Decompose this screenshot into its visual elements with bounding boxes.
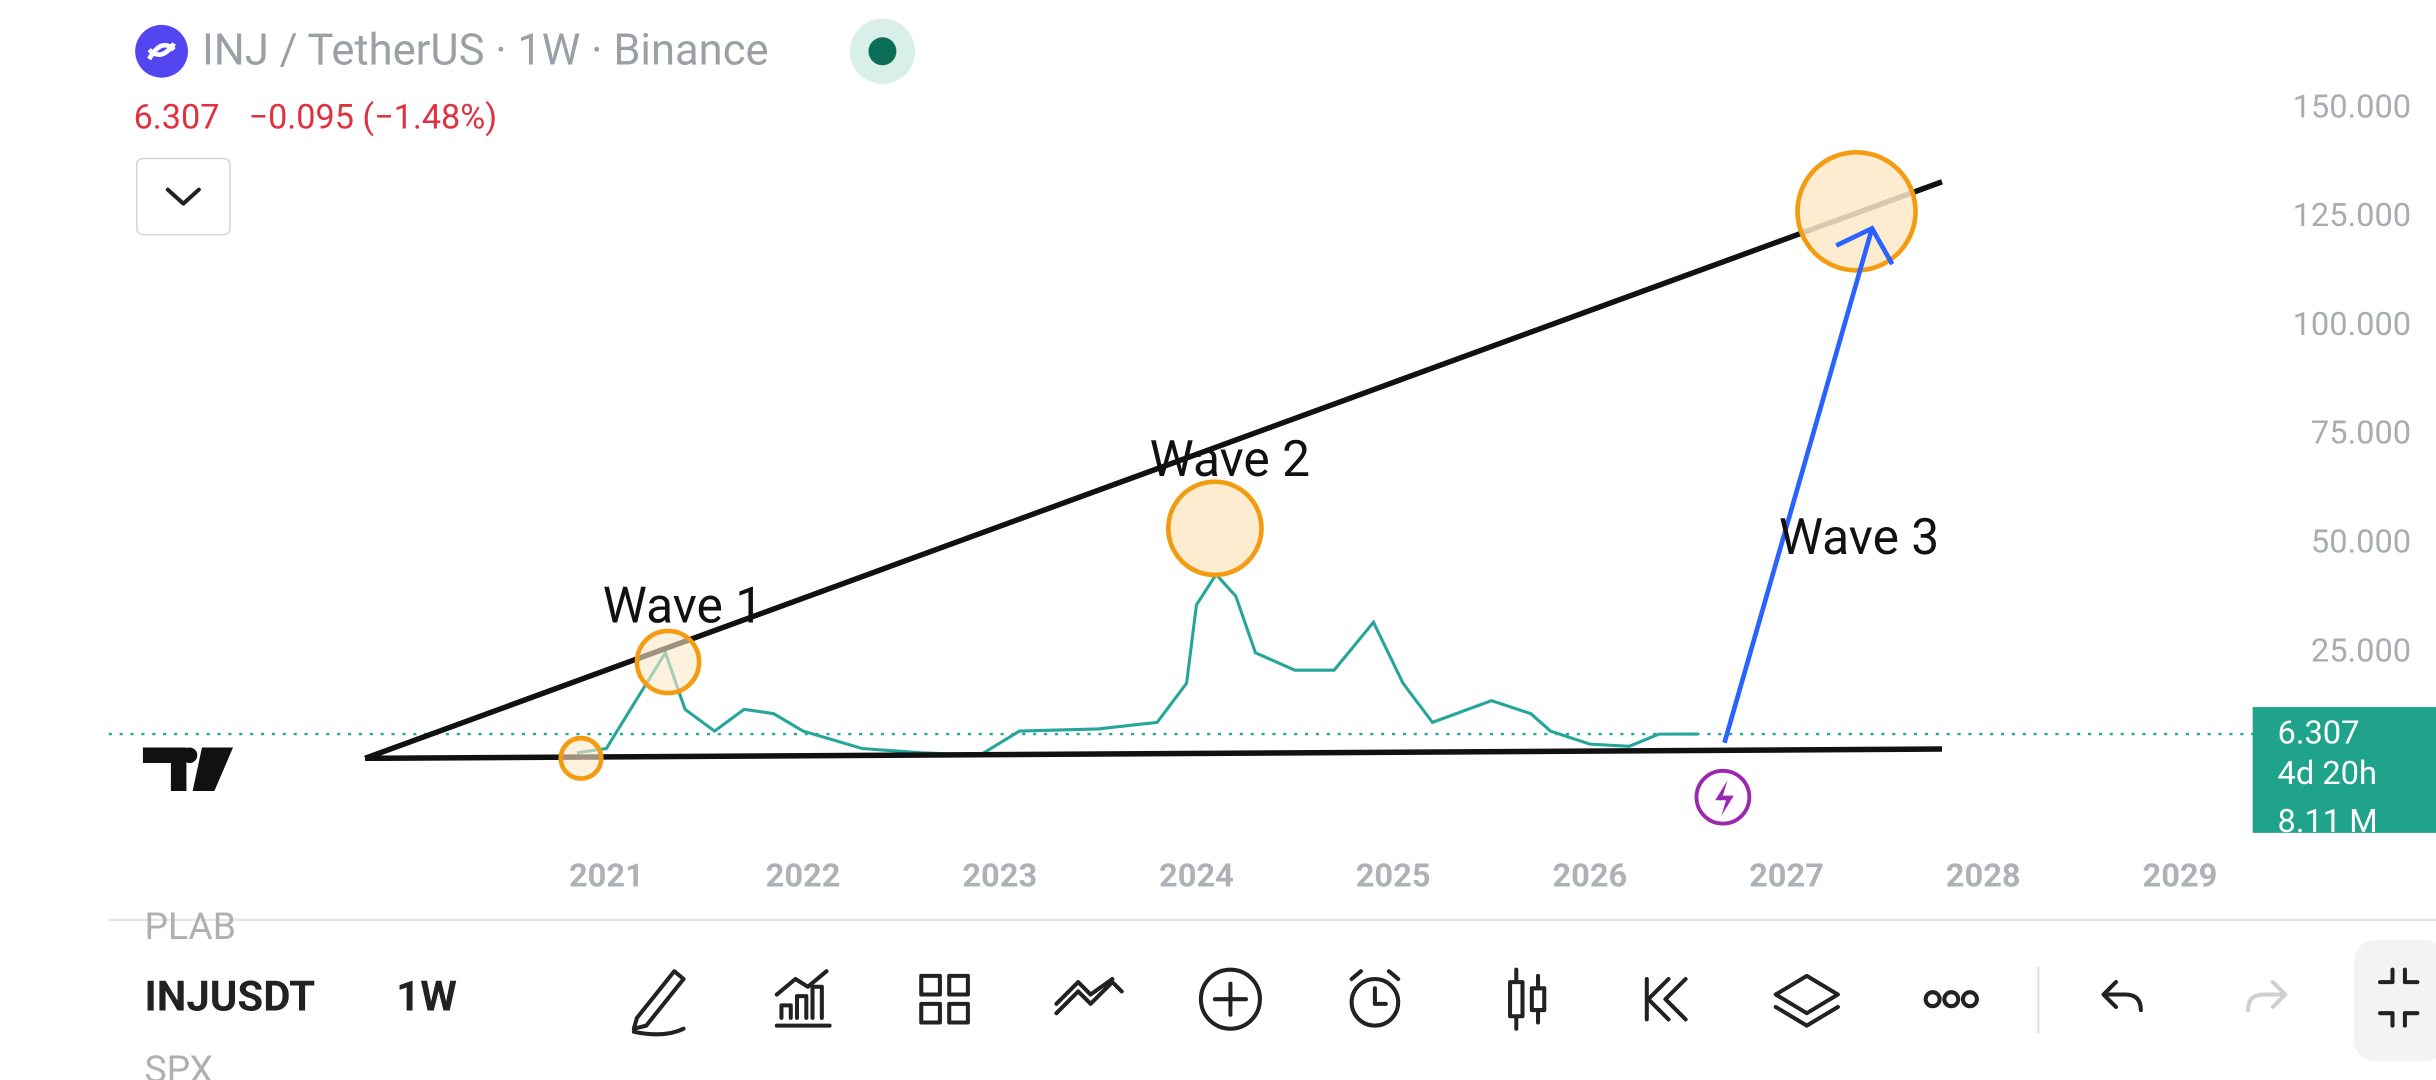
plot-area: 25.000 50.000 75.000 100.000 125.000 150.000 2… — [108, 87, 2412, 895]
y-tick-label: 100.000 — [2293, 305, 2412, 343]
more-dot[interactable] — [1923, 990, 1942, 1009]
price-line — [576, 571, 1699, 757]
more-dot — [1942, 990, 1961, 1009]
y-tick-label: 25.000 — [2311, 631, 2411, 669]
y-tick-label: 150.000 — [2293, 87, 2412, 125]
wave-label[interactable]: Wave 3 — [1779, 509, 1939, 567]
support-trendline[interactable] — [365, 746, 1942, 762]
wave-label[interactable]: Wave 2 — [1150, 431, 1310, 489]
x-tick-label: 2025 — [1356, 857, 1431, 895]
toolbar-icons — [631, 940, 2436, 1062]
x-tick-label: 2028 — [1946, 857, 2021, 895]
y-tick-label: 50.000 — [2311, 523, 2411, 561]
layers-icon[interactable] — [1773, 973, 1840, 1028]
last-price: 6.307 — [134, 98, 220, 138]
interval[interactable]: 1W — [396, 972, 457, 1021]
logo-mark — [147, 42, 176, 61]
x-tick-label: 2023 — [962, 857, 1037, 895]
fullscreen-icon — [2378, 967, 2420, 1028]
price-label: 6.307 — [2278, 714, 2360, 752]
fullscreen-button[interactable] — [2353, 940, 2436, 1062]
x-tick-label: 2027 — [1749, 857, 1824, 895]
lightning-icon — [1715, 780, 1734, 816]
highlight-circle[interactable] — [1795, 149, 1918, 273]
draw-icon[interactable] — [631, 969, 686, 1037]
active-symbol[interactable]: INJUSDT — [144, 972, 315, 1021]
alert-icon[interactable] — [1349, 976, 1401, 1028]
highlight-circle[interactable] — [558, 735, 604, 781]
redo-icon[interactable] — [2245, 980, 2288, 1013]
watchlist-item[interactable]: PLAB — [144, 905, 235, 949]
chevron-icon — [165, 187, 201, 206]
chart-type-icon[interactable] — [1508, 967, 1547, 1031]
wave-label[interactable]: Wave 1 — [603, 577, 763, 635]
resistance-trendline[interactable] — [364, 179, 1943, 761]
x-tick-label: 2022 — [766, 857, 841, 895]
undo-icon[interactable] — [2101, 980, 2143, 1013]
bar-countdown: 4d 20h — [2278, 754, 2377, 792]
arrow-head — [1835, 225, 1895, 266]
price-label-box — [2252, 707, 2436, 833]
x-tick-label: 2021 — [569, 857, 644, 895]
highlight-circle[interactable] — [1165, 479, 1264, 578]
compare-icon[interactable] — [1054, 976, 1124, 1016]
collapse-button[interactable] — [135, 157, 231, 236]
add-icon[interactable] — [1198, 967, 1262, 1031]
replay-icon[interactable] — [1644, 976, 1688, 1022]
highlight-circle[interactable] — [634, 628, 702, 696]
market-status-dot — [868, 37, 897, 66]
symbol-logo[interactable] — [135, 24, 188, 78]
x-tick-label: 2029 — [2142, 857, 2217, 895]
tradingview-logo[interactable] — [142, 747, 234, 791]
x-tick-label: 2024 — [1159, 857, 1234, 895]
x-tick-label: 2026 — [1552, 857, 1627, 895]
alert-hands — [1349, 969, 1401, 1006]
layout-icon[interactable] — [919, 973, 970, 1025]
indicators-icon[interactable] — [774, 969, 832, 1028]
projection-arrow[interactable] — [1722, 227, 1875, 744]
label-mask — [2252, 832, 2436, 911]
more-dot — [1960, 990, 1979, 1009]
add-cross — [1212, 981, 1248, 1017]
price-change: −0.095 (−1.48%) — [249, 98, 498, 138]
y-tick-label: 125.000 — [2293, 196, 2412, 234]
y-tick-label: 75.000 — [2311, 414, 2411, 452]
tradingview-logo-dot — [181, 747, 198, 763]
symbol-title[interactable]: INJ / TetherUS · 1W · Binance — [202, 24, 769, 75]
watchlist-item[interactable]: SPX — [144, 1048, 212, 1080]
